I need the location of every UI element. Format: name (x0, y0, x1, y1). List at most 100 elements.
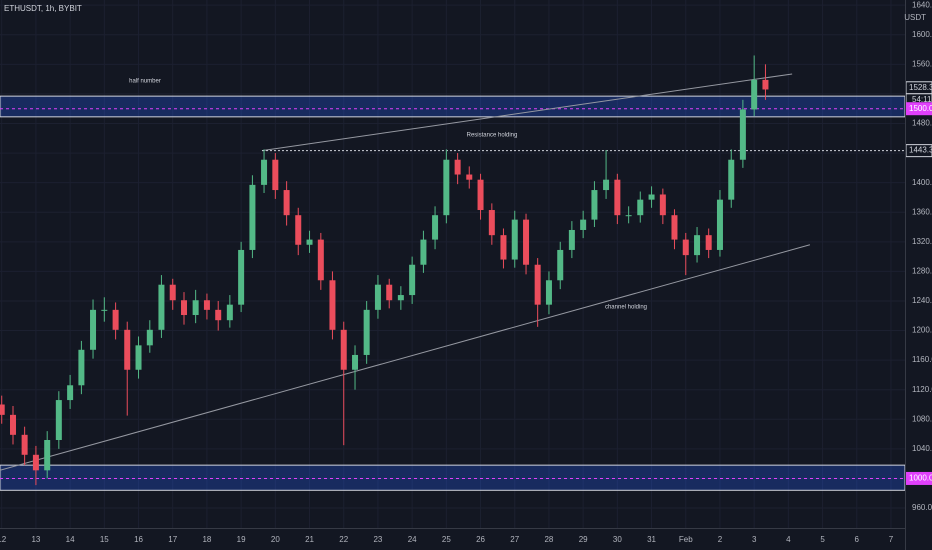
candle-body (762, 79, 769, 90)
candle-body (112, 309, 119, 330)
x-tick-label: 7 (889, 535, 894, 544)
candle-body (716, 199, 723, 250)
candle-body (169, 284, 176, 301)
candle-body (500, 235, 507, 260)
candle-body (124, 329, 131, 370)
x-tick-label: 14 (66, 535, 75, 544)
x-tick-label: 18 (202, 535, 211, 544)
annotation: Resistance holding (467, 133, 518, 139)
candle-body (568, 229, 575, 250)
price-marker-label: 1500.00 (909, 104, 932, 113)
candle-body (545, 280, 552, 305)
candle-body (295, 215, 302, 245)
candle-body (158, 284, 165, 330)
candle-body (363, 309, 370, 355)
candle-body (454, 159, 461, 175)
grid (0, 0, 905, 528)
x-tick-label: 21 (305, 535, 314, 544)
x-tick-label: 17 (168, 535, 177, 544)
zone (0, 95, 906, 118)
x-tick-label: 2 (718, 535, 723, 544)
price-marker-label: 1000.00 (909, 474, 932, 483)
candle-body (78, 349, 85, 386)
y-tick-label: 1640.00 (912, 0, 932, 9)
y-tick-label: 1120.00 (912, 385, 932, 394)
price-marker-label: 1528.30 (909, 83, 932, 92)
candle-body (21, 434, 28, 455)
candle-body (272, 159, 279, 191)
trendline (261, 73, 793, 152)
x-tick-label: 23 (373, 535, 382, 544)
currency-label: USDT (904, 13, 926, 22)
countdown: 54:11 (912, 95, 932, 104)
candle-body (135, 345, 142, 370)
candle-body (55, 400, 62, 440)
candle-body (728, 159, 735, 200)
x-tick-label: 15 (100, 535, 109, 544)
candle-body (386, 284, 393, 301)
candle-body (443, 159, 450, 216)
candle-body (580, 219, 587, 230)
candle-body (557, 249, 564, 281)
x-tick-label: 16 (134, 535, 143, 544)
candle-body (637, 199, 644, 216)
candle-body (466, 174, 473, 180)
x-tick-label: 24 (408, 535, 417, 544)
candle-body (249, 184, 256, 250)
candle-body (90, 309, 97, 350)
candle-body (591, 190, 598, 220)
y-tick-label: 1320.00 (912, 237, 932, 246)
candle-body (181, 300, 188, 316)
candle-body (694, 235, 701, 256)
x-tick-label: Feb (679, 535, 693, 544)
candle-body (67, 385, 74, 401)
candle-body (306, 239, 313, 245)
y-tick-label: 960.00 (912, 503, 932, 512)
y-tick-label: 1200.00 (912, 326, 932, 335)
candle-body (614, 179, 621, 216)
candle-body (739, 109, 746, 160)
y-tick-label: 1400.00 (912, 178, 932, 187)
x-tick-label: 13 (31, 535, 40, 544)
plot: half number Resistance holding channel hol… (0, 55, 906, 491)
candle-body (705, 235, 712, 250)
trendline (0, 244, 811, 471)
x-tick-label: 28 (544, 535, 553, 544)
x-tick-label: 6 (855, 535, 860, 544)
annotation: half number (129, 79, 161, 85)
zone (0, 464, 906, 491)
x-tick-label: 25 (442, 535, 451, 544)
candle-body (203, 300, 210, 310)
candle-body (682, 239, 689, 256)
candle-body (534, 264, 541, 305)
candle-body (523, 219, 530, 265)
candle-body (101, 309, 108, 311)
candle-body (340, 329, 347, 370)
y-tick-label: 1160.00 (912, 355, 932, 364)
y-tick-label: 1600.00 (912, 30, 932, 39)
x-tick-label: 27 (510, 535, 519, 544)
x-tick-label: 30 (613, 535, 622, 544)
x-tick-label: 19 (237, 535, 246, 544)
candle-body (603, 179, 610, 191)
candle-body (625, 215, 632, 217)
y-tick-label: 1480.00 (912, 119, 932, 128)
y-tick-label: 1080.00 (912, 414, 932, 423)
candle-body (511, 219, 518, 260)
candle-body (317, 239, 324, 281)
annotation: channel holding (605, 305, 647, 311)
candle-body (192, 300, 199, 316)
y-tick-label: 1240.00 (912, 296, 932, 305)
candle-body (283, 190, 290, 216)
candle-body (397, 295, 404, 301)
candle-body (261, 159, 268, 185)
candle-body (477, 179, 484, 211)
candle-body (32, 454, 39, 471)
x-tick-label: 4 (786, 535, 791, 544)
candle-body (226, 304, 233, 321)
chart-title: ETHUSDT, 1h, BYBIT (4, 4, 82, 13)
x-tick-label: 31 (647, 535, 656, 544)
